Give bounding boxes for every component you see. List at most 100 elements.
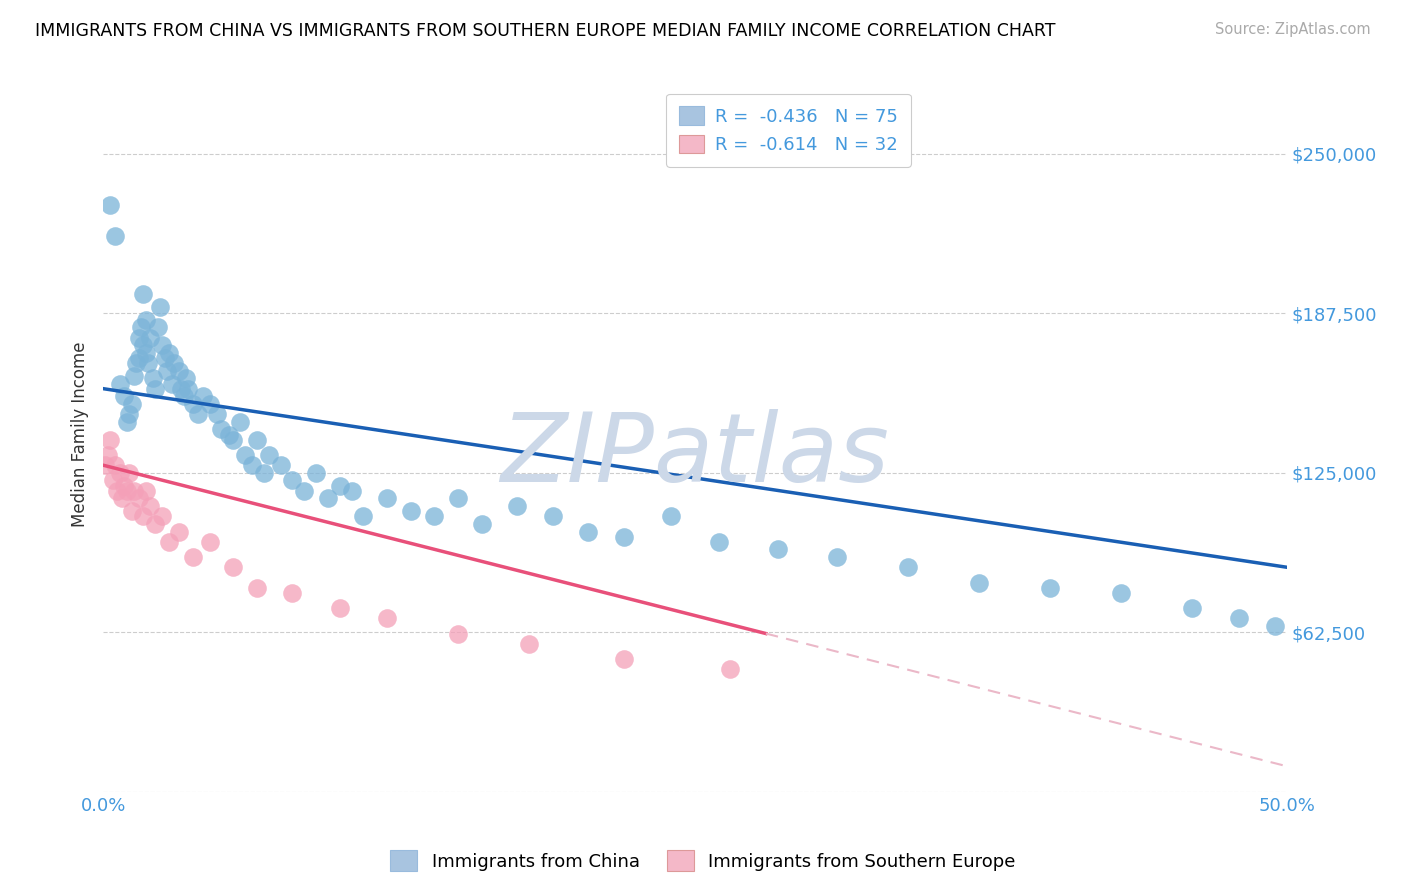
Point: [191, 389, 214, 403]
Point: [135, 483, 157, 498]
Legend: Immigrants from China, Immigrants from Southern Europe: Immigrants from China, Immigrants from S…: [382, 843, 1024, 879]
Text: ZIPatlas: ZIPatlas: [501, 409, 889, 502]
Point: [292, 483, 315, 498]
Point: [766, 542, 789, 557]
Point: [447, 491, 470, 506]
Point: [157, 534, 180, 549]
Point: [205, 407, 228, 421]
Point: [399, 504, 422, 518]
Point: [170, 382, 193, 396]
Point: [112, 389, 135, 403]
Point: [246, 581, 269, 595]
Point: [340, 483, 363, 498]
Point: [135, 346, 157, 360]
Point: [150, 509, 173, 524]
Point: [115, 415, 138, 429]
Point: [257, 448, 280, 462]
Point: [98, 433, 121, 447]
Point: [198, 397, 221, 411]
Point: [967, 575, 990, 590]
Point: [375, 491, 398, 506]
Point: [541, 509, 564, 524]
Point: [167, 524, 190, 539]
Point: [143, 382, 166, 396]
Point: [163, 356, 186, 370]
Point: [160, 376, 183, 391]
Point: [281, 474, 304, 488]
Point: [104, 228, 127, 243]
Legend: R =  -0.436   N = 75, R =  -0.614   N = 32: R = -0.436 N = 75, R = -0.614 N = 32: [666, 94, 911, 167]
Point: [181, 549, 204, 564]
Point: [240, 458, 263, 473]
Text: IMMIGRANTS FROM CHINA VS IMMIGRANTS FROM SOUTHERN EUROPE MEDIAN FAMILY INCOME CO: IMMIGRANTS FROM CHINA VS IMMIGRANTS FROM…: [35, 22, 1056, 40]
Point: [229, 415, 252, 429]
Point: [270, 458, 292, 473]
Point: [112, 478, 135, 492]
Point: [218, 427, 240, 442]
Point: [707, 534, 730, 549]
Point: [132, 509, 155, 524]
Point: [576, 524, 599, 539]
Point: [146, 320, 169, 334]
Point: [108, 376, 131, 391]
Point: [150, 338, 173, 352]
Point: [246, 433, 269, 447]
Point: [108, 466, 131, 480]
Point: [94, 458, 117, 473]
Point: [305, 466, 328, 480]
Point: [375, 611, 398, 625]
Point: [613, 652, 636, 666]
Point: [129, 320, 152, 334]
Point: [111, 491, 134, 506]
Point: [423, 509, 446, 524]
Point: [149, 300, 172, 314]
Point: [222, 560, 245, 574]
Point: [128, 331, 150, 345]
Point: [517, 637, 540, 651]
Y-axis label: Median Family Income: Median Family Income: [72, 342, 89, 527]
Point: [118, 466, 141, 480]
Point: [613, 530, 636, 544]
Point: [101, 474, 124, 488]
Point: [329, 478, 352, 492]
Point: [136, 356, 159, 370]
Point: [132, 287, 155, 301]
Point: [1264, 619, 1286, 633]
Point: [174, 371, 197, 385]
Point: [125, 356, 148, 370]
Point: [1181, 601, 1204, 615]
Point: [139, 331, 162, 345]
Point: [718, 662, 741, 676]
Point: [118, 407, 141, 421]
Point: [153, 351, 176, 365]
Point: [471, 516, 494, 531]
Point: [115, 483, 138, 498]
Point: [128, 351, 150, 365]
Point: [181, 397, 204, 411]
Point: [825, 549, 848, 564]
Point: [281, 585, 304, 599]
Point: [506, 499, 529, 513]
Point: [122, 483, 145, 498]
Point: [329, 601, 352, 615]
Point: [105, 483, 128, 498]
Point: [156, 364, 179, 378]
Point: [222, 433, 245, 447]
Point: [316, 491, 339, 506]
Point: [142, 371, 165, 385]
Point: [353, 509, 375, 524]
Point: [897, 560, 920, 574]
Point: [253, 466, 276, 480]
Point: [157, 346, 180, 360]
Point: [211, 422, 233, 436]
Point: [98, 198, 121, 212]
Point: [1109, 585, 1132, 599]
Point: [177, 382, 200, 396]
Point: [173, 389, 195, 403]
Point: [143, 516, 166, 531]
Point: [104, 458, 127, 473]
Point: [167, 364, 190, 378]
Point: [121, 504, 143, 518]
Point: [447, 626, 470, 640]
Point: [122, 368, 145, 383]
